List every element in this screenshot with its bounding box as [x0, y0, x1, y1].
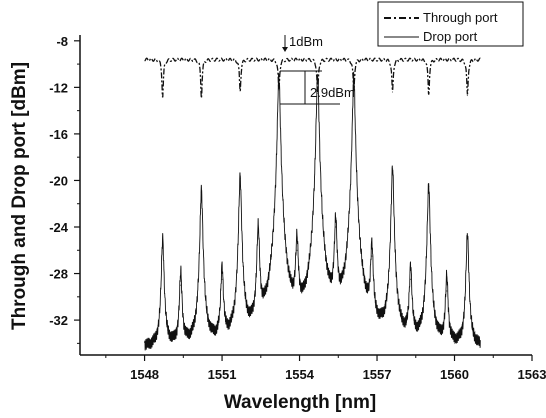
y-tick-label: -32 — [49, 313, 68, 328]
drop-port-peak-point — [278, 74, 280, 76]
x-axis-title: Wavelength [nm] — [224, 392, 376, 413]
through-port-dip-point — [466, 94, 468, 97]
drop-port-peak-point — [200, 191, 202, 193]
drop-port-peak-point — [466, 238, 468, 240]
y-tick-label: -8 — [56, 34, 68, 49]
y-tick-label: -20 — [49, 173, 68, 188]
drop-port-peak-point — [221, 278, 223, 280]
ticks: 1548 1551 1554 1557 1560 1563 -8 -12 -16 -20 -24 -2… — [49, 34, 546, 382]
drop-port-peak-point — [257, 232, 259, 234]
y-axis-title: Through and Drop port [dBm] — [9, 62, 30, 330]
drop-port-peak-point — [371, 255, 373, 257]
x-tick-label: 1557 — [363, 367, 392, 382]
through-port-dip-point — [353, 90, 355, 92]
legend-label-drop: Drop port — [423, 29, 478, 44]
x-tick-label: 1560 — [440, 367, 469, 382]
drop-port-peak-point — [335, 226, 337, 228]
drop-port-peak-point — [446, 290, 448, 292]
through-port-dip-point — [278, 89, 280, 91]
through-port-dip-point — [317, 92, 319, 94]
x-tick-label: 1563 — [518, 367, 546, 382]
drop-port-peak-point — [296, 249, 298, 251]
drop-port-peak-point — [353, 75, 355, 77]
drop-port-peak-point — [180, 284, 182, 286]
annotations: 1dBm 2.9dBm — [280, 34, 355, 105]
drop-port-peak-point — [239, 177, 241, 179]
annot-1dbm-arrowhead — [282, 47, 288, 52]
through-port-dip-point — [428, 93, 430, 95]
legend-box — [377, 1, 524, 47]
axes — [79, 35, 532, 356]
y-tick-label: -16 — [49, 127, 68, 142]
x-tick-label: 1554 — [285, 367, 315, 382]
curves — [144, 57, 481, 351]
series-drop-port — [144, 71, 481, 351]
y-tick-label: -12 — [49, 80, 68, 95]
drop-port-peak-point — [428, 185, 430, 187]
through-port-dip-point — [200, 96, 202, 98]
drop-port-peak-point — [391, 168, 394, 170]
through-port-dip-point — [162, 96, 164, 98]
x-tick-label: 1548 — [130, 367, 159, 382]
x-tick-label: 1551 — [208, 367, 237, 382]
series-through-port — [144, 57, 481, 99]
legend-label-through: Through port — [423, 10, 498, 25]
drop-port-peak-point — [410, 278, 412, 280]
y-tick-label: -28 — [49, 267, 68, 282]
legend: Through port Drop port — [377, 1, 524, 47]
drop-port-peak-point — [162, 243, 164, 246]
drop-port-peak-point — [317, 74, 319, 76]
through-port-dip-point — [239, 90, 241, 92]
annot-29dbm-label: 2.9dBm — [310, 85, 355, 100]
annot-1dbm-label: 1dBm — [289, 34, 323, 49]
through-port-dip-point — [391, 91, 394, 93]
y-tick-label: -24 — [49, 220, 69, 235]
